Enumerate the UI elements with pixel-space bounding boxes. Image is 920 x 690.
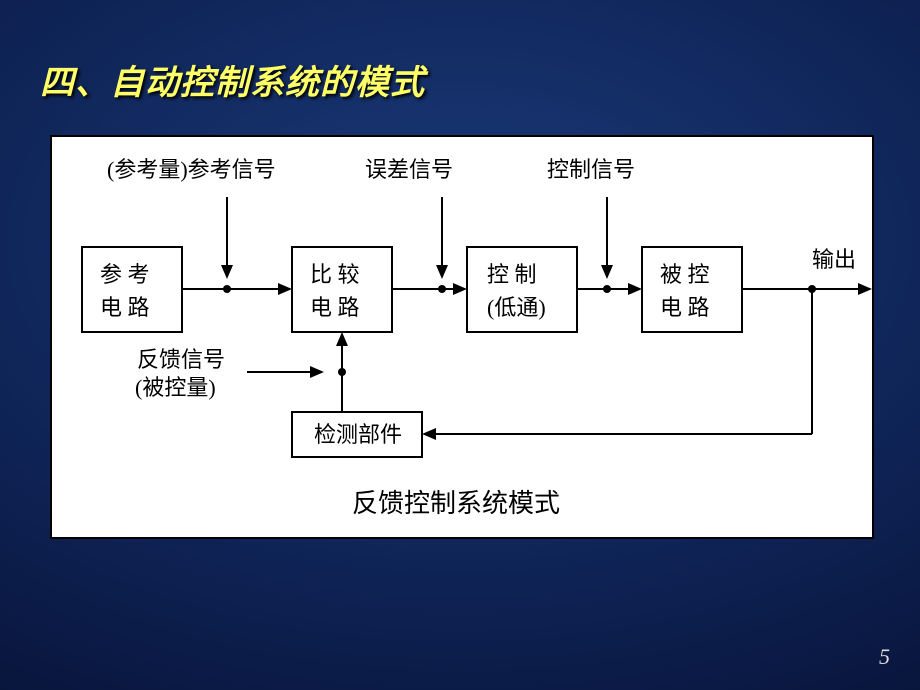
block-detector: 检测部件 xyxy=(292,412,422,457)
svg-text:电 路: 电 路 xyxy=(100,295,150,320)
svg-text:电 路: 电 路 xyxy=(310,295,360,320)
diagram-caption: 反馈控制系统模式 xyxy=(352,489,560,518)
svg-text:参 考: 参 考 xyxy=(100,262,150,287)
svg-text:被 控: 被 控 xyxy=(660,262,710,287)
label-error-signal: 误差信号 xyxy=(365,157,453,182)
diagram-panel: (参考量)参考信号 误差信号 控制信号 参 考 电 路 xyxy=(50,135,874,539)
label-output: 输出 xyxy=(812,247,856,272)
block-reference-circuit: 参 考 电 路 xyxy=(82,247,182,332)
svg-text:电 路: 电 路 xyxy=(660,295,710,320)
page-number: 5 xyxy=(879,644,890,670)
wire-plant-to-output xyxy=(742,283,872,295)
svg-text:比 较: 比 较 xyxy=(310,262,360,287)
arrow-reference-down xyxy=(221,197,233,279)
svg-text:检测部件: 检测部件 xyxy=(314,422,402,447)
block-compare-circuit: 比 较 电 路 xyxy=(292,247,392,332)
arrow-control-down xyxy=(601,197,613,279)
svg-text:(低通): (低通) xyxy=(487,295,546,320)
label-feedback-l2: (被控量) xyxy=(135,375,216,400)
label-feedback-l1: 反馈信号 xyxy=(137,347,225,372)
wire-compare-to-control xyxy=(392,283,467,295)
arrow-error-down xyxy=(436,197,448,279)
label-control-signal: 控制信号 xyxy=(547,157,635,182)
wire-ref-to-compare xyxy=(182,283,292,295)
block-control-circuit: 控 制 (低通) xyxy=(467,247,577,332)
arrow-feedback-label xyxy=(247,366,324,378)
slide: 四、自动控制系统的模式 (参考量)参考信号 误差信号 控制信号 xyxy=(0,0,920,690)
diagram-svg: (参考量)参考信号 误差信号 控制信号 参 考 电 路 xyxy=(52,137,872,537)
block-plant-circuit: 被 控 电 路 xyxy=(642,247,742,332)
svg-text:控 制: 控 制 xyxy=(487,262,537,287)
slide-title: 四、自动控制系统的模式 xyxy=(40,55,425,104)
label-reference-signal: (参考量)参考信号 xyxy=(107,157,276,182)
wire-control-to-plant xyxy=(577,283,642,295)
